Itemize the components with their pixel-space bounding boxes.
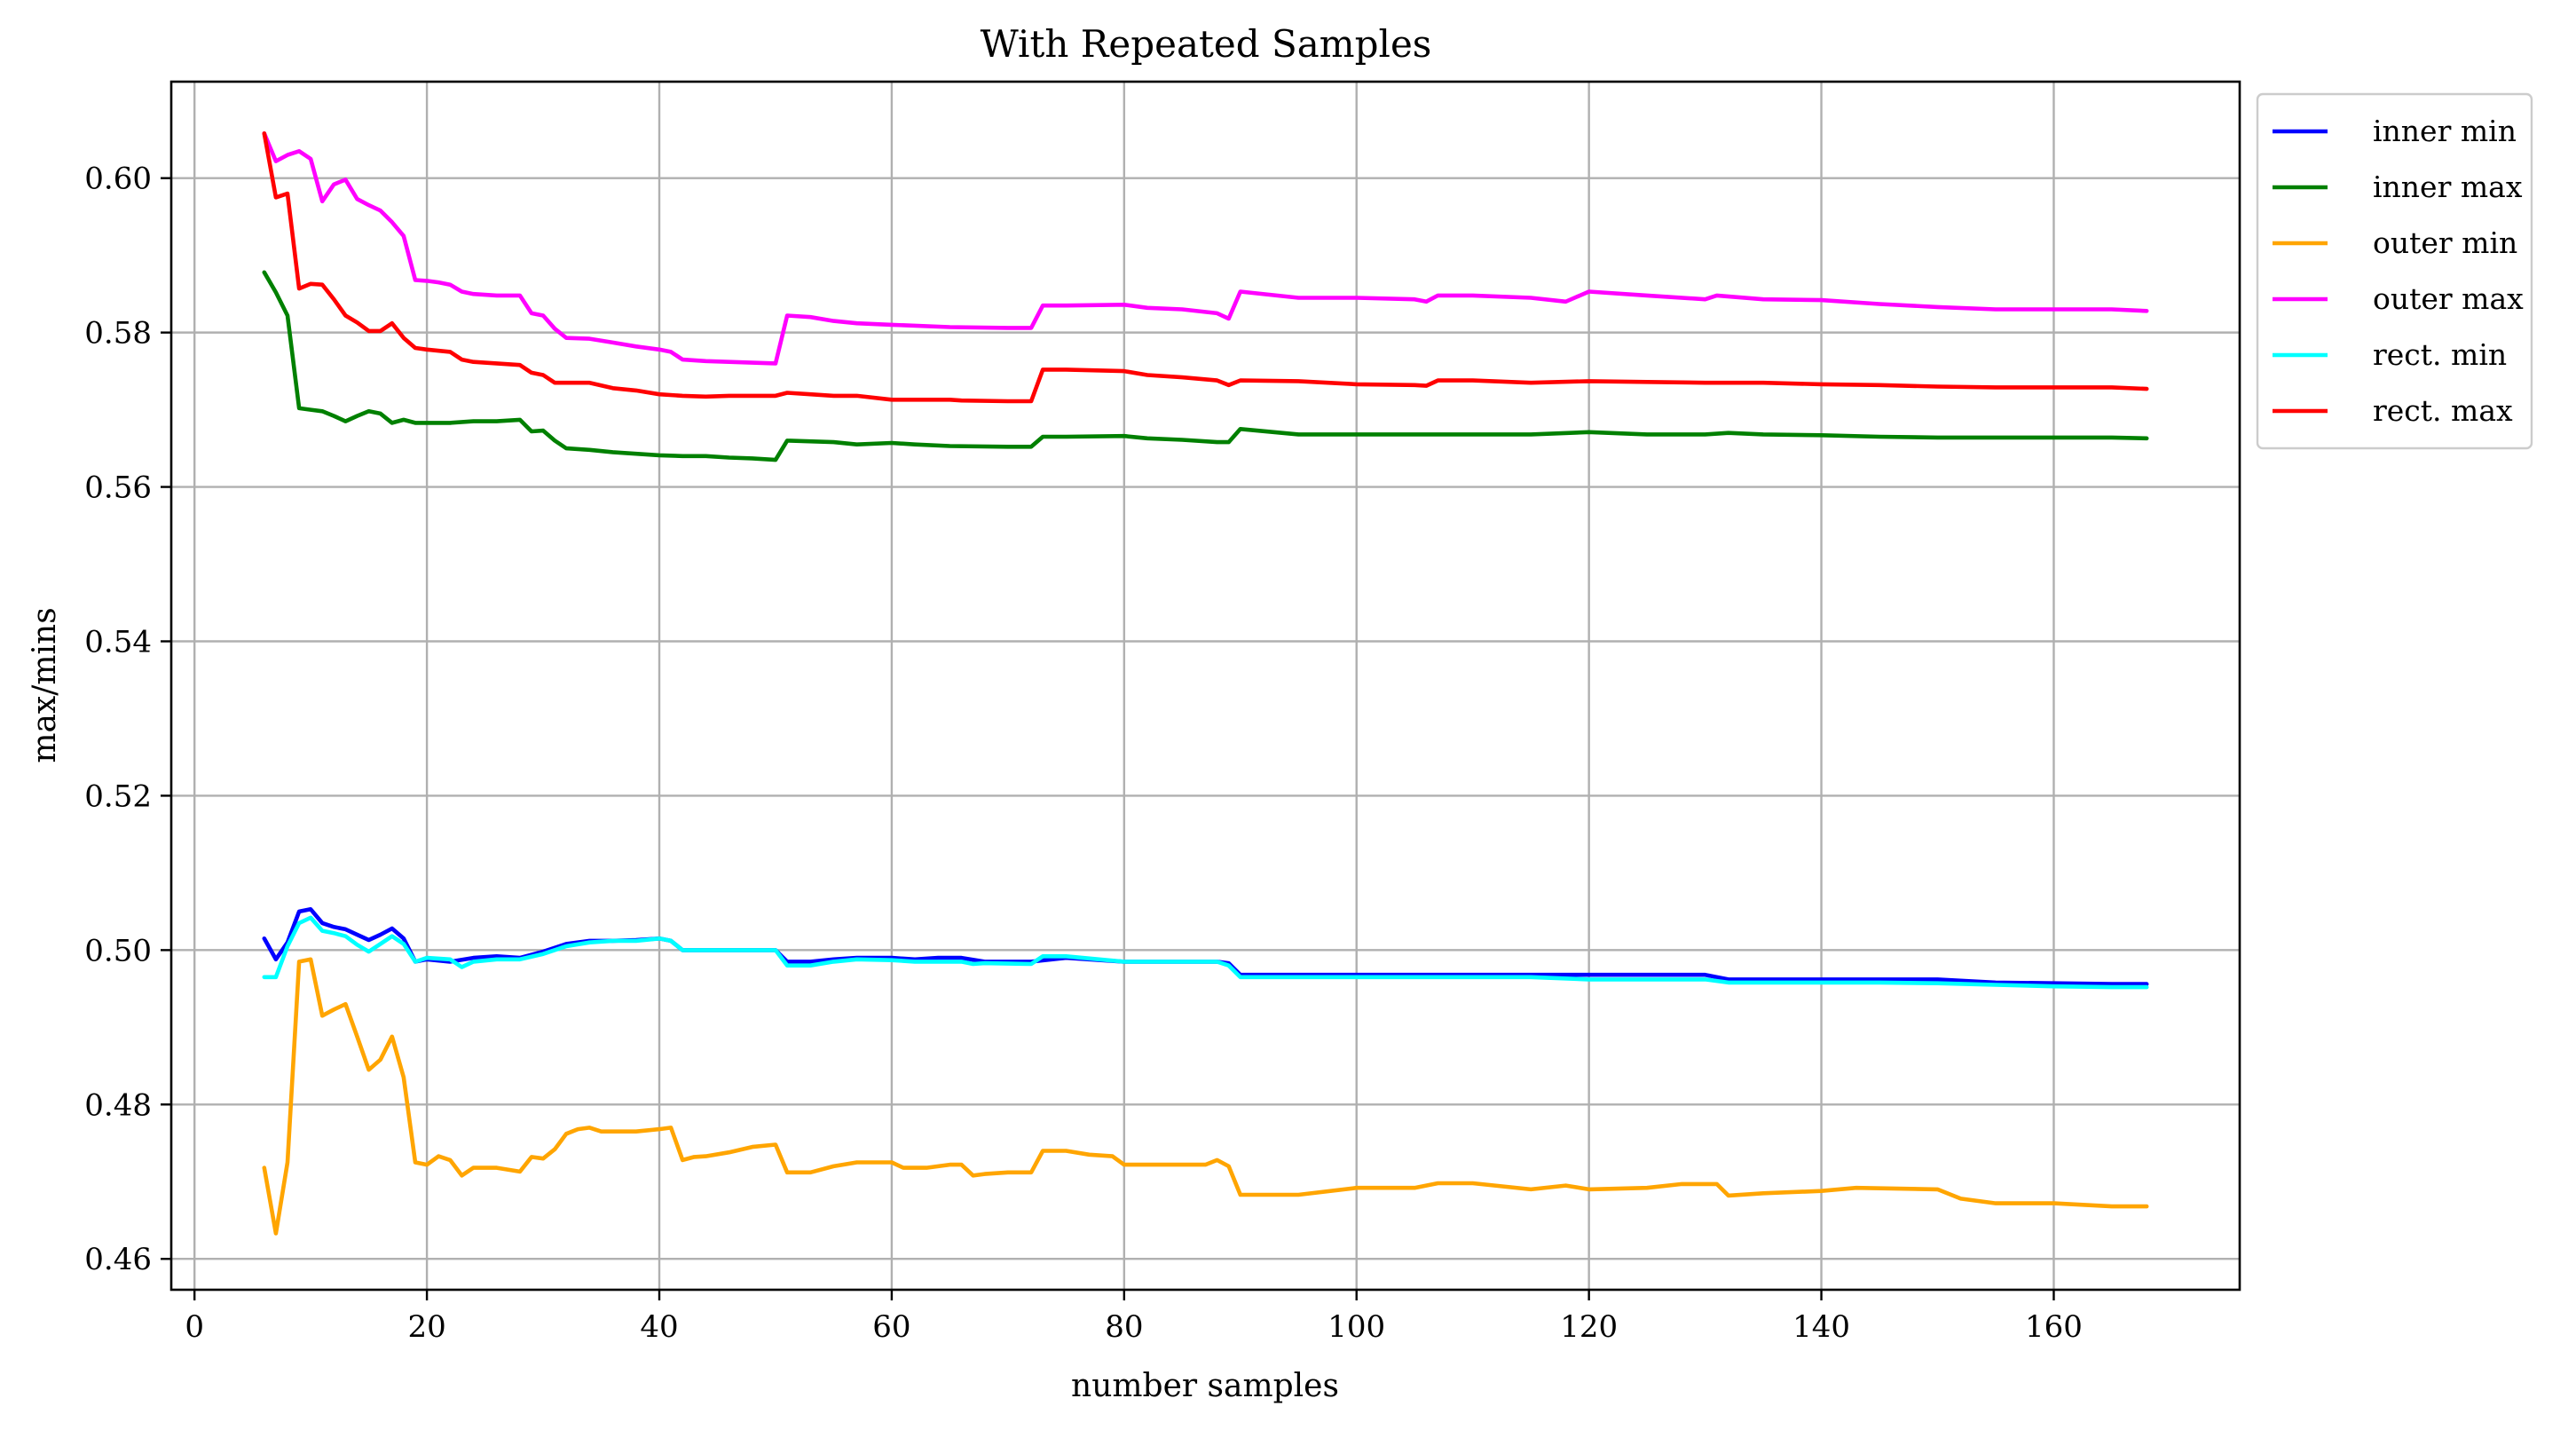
y-tick-label: 0.50 [84, 933, 152, 968]
legend-label: rect. max [2373, 393, 2513, 428]
y-tick-label: 0.56 [84, 470, 152, 506]
legend: inner min inner max outer min outer max rect… [2256, 92, 2533, 450]
legend-label: inner max [2373, 170, 2523, 204]
x-tick-label: 120 [1560, 1309, 1618, 1345]
series-line-outer-min [262, 957, 2149, 1236]
x-tick-label: 140 [1792, 1309, 1850, 1345]
x-tick-label: 100 [1327, 1309, 1385, 1345]
x-tick-label: 80 [1105, 1309, 1143, 1345]
plot-area-frame [169, 80, 2241, 1292]
series-line-rect-min [262, 915, 2149, 990]
x-tick-label: 60 [872, 1309, 910, 1345]
legend-label: inner min [2373, 114, 2517, 148]
x-axis-label: number samples [1071, 1368, 1339, 1404]
y-tick-label: 0.48 [84, 1087, 152, 1123]
x-tick-label: 40 [640, 1309, 678, 1345]
y-tick-label: 0.58 [84, 316, 152, 352]
series-line-rect-max [262, 131, 2149, 404]
y-tick-label: 0.52 [84, 778, 152, 814]
chart-title: With Repeated Samples [981, 22, 1432, 66]
series-line-inner-min [262, 907, 2149, 986]
series-lines [262, 131, 2149, 1236]
series-line-inner-max [262, 270, 2149, 462]
series-line-outer-max [262, 131, 2149, 366]
legend-label: rect. min [2373, 337, 2507, 372]
x-tick-label: 160 [2025, 1309, 2083, 1345]
y-axis-label: max/mins [27, 607, 63, 762]
y-tick-label: 0.54 [84, 624, 152, 660]
grid [171, 82, 2240, 1290]
x-tick-label: 20 [407, 1309, 445, 1345]
legend-label: outer max [2373, 281, 2524, 316]
axis-ticks: 0 20 40 60 80 100 120 140 160 0.46 0.48 0.50 0.52 0.5… [84, 162, 2083, 1345]
legend-box [2256, 92, 2533, 450]
y-tick-label: 0.60 [84, 162, 152, 197]
legend-label: outer min [2373, 225, 2517, 260]
x-tick-label: 0 [185, 1309, 204, 1345]
y-tick-label: 0.46 [84, 1242, 152, 1277]
